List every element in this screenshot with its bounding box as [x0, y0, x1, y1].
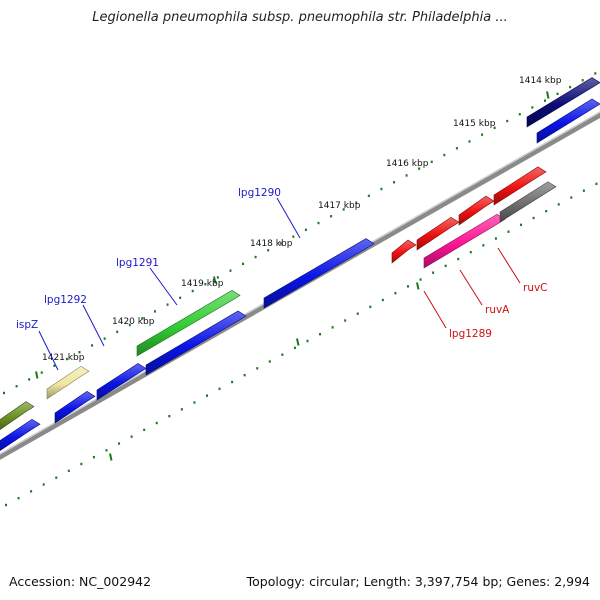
leader-line-lpg1290	[276, 197, 301, 239]
leader-line-lpg1292	[82, 304, 105, 347]
tick-label-1415: 1415 kbp	[453, 119, 496, 129]
leader-line-ispZ	[38, 330, 59, 371]
ruler-tick-major	[213, 276, 217, 284]
topology-text: Topology: circular; Length: 3,397,754 bp…	[246, 574, 590, 589]
tick-label-1419: 1419 kbp	[181, 279, 224, 289]
tick-label-1420: 1420 kbp	[112, 317, 155, 327]
gene-bar-blue-mid	[145, 310, 247, 376]
ruler-tick-major	[35, 371, 39, 379]
gene-label-lpg1289: lpg1289	[449, 328, 492, 340]
ruler-tick-major	[416, 282, 420, 290]
gene-bar-red-small	[391, 239, 417, 264]
tick-label-1417: 1417 kbp	[318, 201, 361, 211]
gene-bar-navy	[526, 77, 600, 128]
ruler-tick-major	[109, 453, 113, 461]
gene-bar-red-1	[416, 216, 460, 251]
tick-label-1414: 1414 kbp	[519, 76, 562, 86]
tick-label-1421: 1421 kbp	[42, 353, 85, 363]
tick-label-1418: 1418 kbp	[250, 239, 293, 249]
gene-bar-lpg1290	[263, 238, 375, 309]
gene-bar-lpg1292	[96, 363, 147, 401]
gene-label-ruvA: ruvA	[485, 304, 510, 316]
map-title: Legionella pneumophila subsp. pneumophil…	[92, 10, 508, 25]
gene-bar-gray	[499, 181, 557, 223]
gene-bar-blue-right	[536, 98, 600, 144]
gene-label-ispZ: ispZ	[16, 319, 38, 331]
accession-text: Accession: NC_002942	[9, 574, 152, 589]
gene-bar-ispZ	[46, 365, 90, 400]
gene-label-lpg1291: lpg1291	[116, 257, 159, 269]
gene-label-ruvC: ruvC	[523, 282, 548, 294]
ruler-tick-major	[546, 91, 550, 99]
ruler-tick-major	[296, 338, 300, 346]
gene-bar-pink	[423, 213, 506, 269]
gene-bar-blue-small	[54, 391, 96, 424]
leader-line-ruvA	[459, 269, 483, 306]
gene-label-lpg1292: lpg1292	[44, 294, 87, 306]
gene-bar-red-2	[458, 195, 495, 226]
gene-bar-red-3	[493, 166, 547, 206]
tick-label-1416: 1416 kbp	[386, 159, 429, 169]
gene-bar-olive	[0, 401, 35, 430]
gene-bar-lpg1291	[136, 290, 241, 357]
gene-bar-blue-left	[0, 418, 41, 452]
leader-line-lpg1289	[423, 290, 447, 329]
gene-label-lpg1290: lpg1290	[238, 187, 281, 199]
leader-line-lpg1291	[149, 267, 178, 306]
leader-line-ruvC	[497, 247, 521, 284]
